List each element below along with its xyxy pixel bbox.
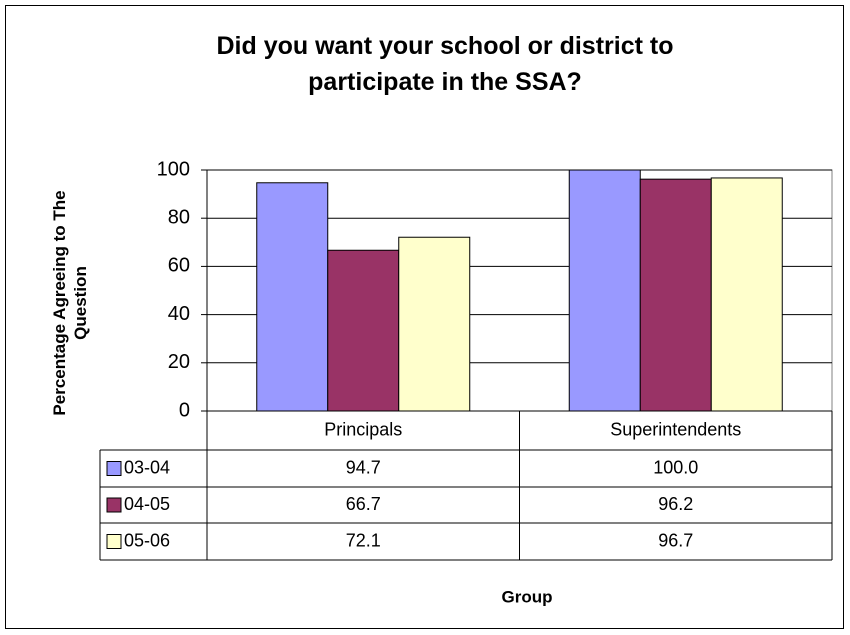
y-tick-label: 100	[157, 158, 190, 180]
y-tick-label: 60	[168, 255, 190, 277]
x-tick-label: Principals	[324, 419, 402, 439]
legend-label: 04-05	[124, 494, 170, 514]
y-tick-label: 20	[168, 351, 190, 373]
data-label: 96.2	[658, 494, 693, 514]
legend-label: 05-06	[124, 530, 170, 550]
legend-label: 03-04	[124, 457, 170, 477]
data-label: 94.7	[346, 457, 381, 477]
data-label: 96.7	[658, 530, 693, 550]
bar	[710, 177, 783, 412]
data-label: 72.1	[346, 530, 381, 550]
y-tick-label: 0	[179, 399, 190, 421]
bar	[398, 236, 471, 412]
y-tick-label: 80	[168, 206, 190, 228]
bar	[327, 249, 400, 412]
bar	[256, 182, 329, 412]
legend-swatch	[106, 461, 122, 476]
bar	[639, 178, 712, 412]
x-tick-label: Superintendents	[610, 419, 741, 439]
legend-swatch	[106, 497, 122, 513]
legend-swatch	[106, 534, 122, 549]
y-axis-label: Percentage Agreeing to The Question	[50, 190, 90, 416]
chart-title: Did you want your school or district to …	[216, 32, 674, 96]
x-axis-label: Group	[502, 587, 553, 606]
y-tick-label: 40	[168, 303, 190, 325]
data-label: 66.7	[346, 494, 381, 514]
data-label: 100.0	[653, 457, 698, 477]
bar	[568, 169, 641, 412]
